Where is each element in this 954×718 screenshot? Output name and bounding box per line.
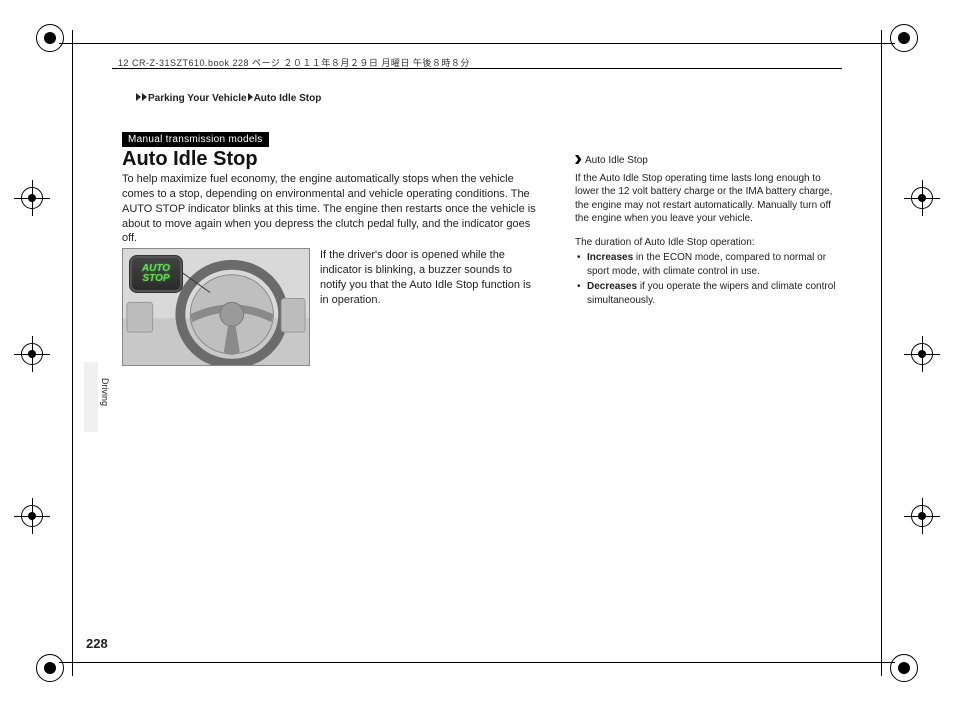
side-notes-p1: If the Auto Idle Stop operating time las… bbox=[575, 172, 845, 226]
crop-tick bbox=[59, 662, 72, 663]
intro-paragraph: To help maximize fuel economy, the engin… bbox=[122, 172, 540, 246]
breadcrumb: Parking Your Vehicle Auto Idle Stop bbox=[136, 93, 321, 104]
crop-tick bbox=[882, 43, 895, 44]
side-notes-li-1: Increases in the ECON mode, compared to … bbox=[575, 251, 845, 278]
crop-tick bbox=[881, 663, 882, 676]
cropmark-top-left bbox=[36, 24, 64, 52]
section-side-tab-label: Driving bbox=[100, 378, 110, 406]
triangle-icon bbox=[136, 93, 141, 101]
triangle-icon bbox=[248, 93, 253, 101]
crop-tick bbox=[881, 30, 882, 43]
auto-stop-indicator: AUTO STOP bbox=[129, 255, 183, 293]
side-notes-heading-text: Auto Idle Stop bbox=[585, 155, 648, 166]
section-side-tab bbox=[84, 362, 98, 432]
image-caption: If the driver's door is opened while the… bbox=[320, 248, 540, 366]
crop-tick bbox=[72, 663, 73, 676]
crop-tick bbox=[72, 30, 73, 43]
breadcrumb-level-1: Parking Your Vehicle bbox=[148, 93, 247, 104]
image-caption-row: AUTO STOP If the driver's door is opened… bbox=[122, 248, 540, 366]
side-notes-list: Increases in the ECON mode, compared to … bbox=[575, 251, 845, 307]
dashboard-illustration: AUTO STOP bbox=[122, 248, 310, 366]
crop-tick bbox=[59, 43, 72, 44]
crop-tick bbox=[882, 662, 895, 663]
side-notes-column: Auto Idle Stop If the Auto Idle Stop ope… bbox=[575, 154, 845, 309]
page-title: Auto Idle Stop bbox=[122, 148, 258, 171]
header-rule bbox=[112, 68, 842, 69]
cropmark-bottom-left bbox=[36, 654, 64, 682]
auto-stop-indicator-label: AUTO STOP bbox=[142, 264, 170, 285]
side-notes-heading: Auto Idle Stop bbox=[575, 154, 845, 168]
cropmark-top-right bbox=[890, 24, 918, 52]
transmission-badge: Manual transmission models bbox=[122, 132, 269, 147]
triangle-icon bbox=[142, 93, 147, 101]
chevrons-icon bbox=[575, 155, 583, 164]
side-notes-p2: The duration of Auto Idle Stop operation… bbox=[575, 236, 845, 250]
breadcrumb-level-2: Auto Idle Stop bbox=[254, 93, 322, 104]
side-notes-li-2: Decreases if you operate the wipers and … bbox=[575, 280, 845, 307]
cropmark-bottom-right bbox=[890, 654, 918, 682]
page-number: 228 bbox=[86, 636, 108, 651]
